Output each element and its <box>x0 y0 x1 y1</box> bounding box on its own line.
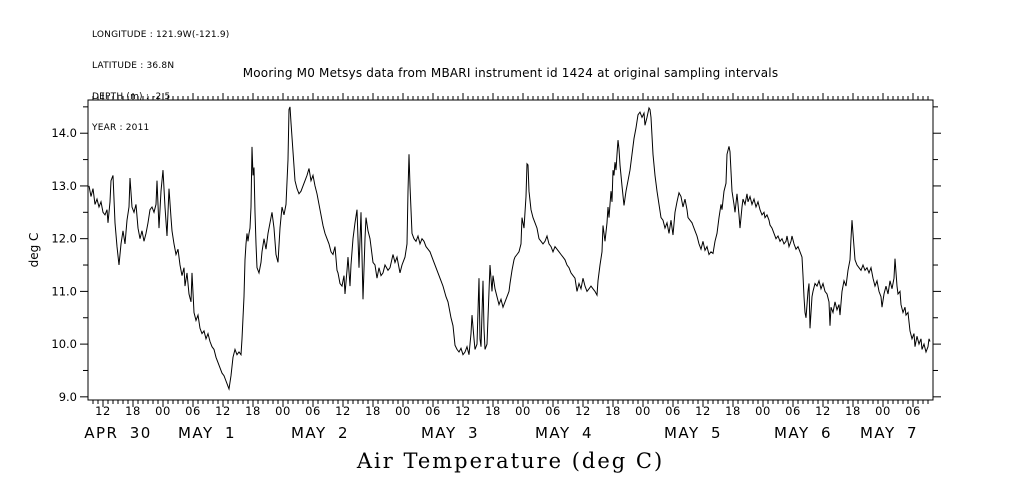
y-tick-label: 12.0 <box>51 232 77 246</box>
x-hour-tick-label: 12 <box>215 404 231 418</box>
x-day-label: MAY 4 <box>535 424 593 442</box>
x-hour-tick-label: 18 <box>725 404 741 418</box>
x-day-label: MAY 6 <box>774 424 832 442</box>
x-axis-title: Air Temperature (deg C) <box>356 449 665 473</box>
x-day-label: APR 30 <box>84 424 152 442</box>
x-hour-tick-label: 00 <box>875 404 891 418</box>
x-day-label: MAY 3 <box>421 424 479 442</box>
x-hour-tick-label: 12 <box>695 404 711 418</box>
x-hour-tick-label: 00 <box>395 404 411 418</box>
x-hour-tick-label: 06 <box>545 404 561 418</box>
metadata-year: YEAR : 2011 <box>92 123 150 134</box>
x-day-label: MAY 7 <box>860 424 918 442</box>
x-hour-tick-label: 18 <box>365 404 381 418</box>
y-tick-label: 14.0 <box>51 126 77 140</box>
x-hour-tick-label: 00 <box>275 404 291 418</box>
x-hour-tick-label: 06 <box>305 404 321 418</box>
y-axis-title: deg C <box>27 233 41 268</box>
y-tick-label: 9.0 <box>59 390 77 404</box>
x-hour-tick-label: 18 <box>845 404 861 418</box>
x-hour-tick-label: 12 <box>95 404 111 418</box>
x-hour-tick-label: 00 <box>755 404 771 418</box>
plot-frame <box>87 99 934 401</box>
plot-title: Mooring M0 Metsys data from MBARI instru… <box>242 66 779 80</box>
x-hour-tick-label: 12 <box>455 404 471 418</box>
x-hour-tick-label: 00 <box>155 404 171 418</box>
x-hour-tick-label: 00 <box>515 404 531 418</box>
y-tick-label: 11.0 <box>51 284 77 298</box>
x-hour-tick-label: 06 <box>425 404 441 418</box>
x-hour-tick-label: 06 <box>905 404 921 418</box>
y-tick-label: 10.0 <box>51 337 77 351</box>
x-hour-tick-label: 06 <box>785 404 801 418</box>
x-day-label: MAY 2 <box>291 424 349 442</box>
x-day-label: MAY 5 <box>664 424 722 442</box>
x-hour-tick-label: 18 <box>605 404 621 418</box>
x-hour-tick-label: 18 <box>125 404 141 418</box>
x-hour-tick-label: 06 <box>185 404 201 418</box>
temperature-series-line <box>88 106 931 391</box>
x-hour-tick-label: 18 <box>485 404 501 418</box>
x-hour-tick-label: 12 <box>335 404 351 418</box>
x-hour-tick-label: 06 <box>665 404 681 418</box>
x-hour-tick-label: 12 <box>575 404 591 418</box>
y-tick-label: 13.0 <box>51 179 77 193</box>
x-hour-tick-label: 12 <box>815 404 831 418</box>
x-day-label: MAY 1 <box>178 424 236 442</box>
metadata-longitude: LONGITUDE : 121.9W(-121.9) <box>92 29 230 40</box>
x-hour-tick-label: 18 <box>245 404 261 418</box>
metadata-latitude: LATITUDE : 36.8N <box>92 61 175 72</box>
x-hour-tick-label: 00 <box>635 404 651 418</box>
